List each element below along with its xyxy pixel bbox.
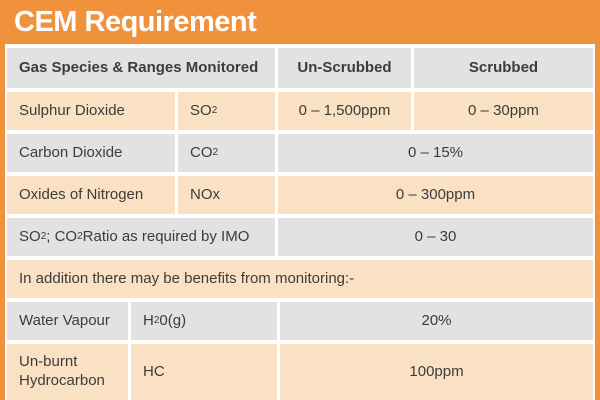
- cell-species-name: Sulphur Dioxide: [7, 92, 175, 130]
- formula-rest: 0(g): [159, 311, 187, 329]
- table-row-carbon-dioxide: Carbon Dioxide CO 2 0 – 15%: [7, 134, 593, 172]
- page-title: CEM Requirement: [14, 5, 257, 38]
- cell-scrubbed-range: 0 – 30ppm: [414, 92, 593, 130]
- cell-species-name: Water Vapour: [7, 302, 128, 340]
- ratio-label-part: Ratio as required by IMO: [82, 227, 250, 245]
- cell-merged-range: 0 – 30: [278, 218, 593, 256]
- formula-subscript: 2: [211, 105, 218, 116]
- ratio-label-subscript: 2: [40, 231, 47, 242]
- formula-base: SO: [190, 101, 212, 119]
- cell-merged-range: 100ppm: [280, 344, 593, 400]
- cem-table: Gas Species & Ranges Monitored Un-Scrubb…: [5, 44, 595, 400]
- table-row-note: In addition there may be benefits from m…: [7, 260, 593, 298]
- table-header-row: Gas Species & Ranges Monitored Un-Scrubb…: [7, 48, 593, 88]
- table-row-unburnt-hydrocarbon: Un-burnt Hydrocarbon HC 100ppm: [7, 344, 593, 400]
- table-row-oxides-of-nitrogen: Oxides of Nitrogen NOx 0 – 300ppm: [7, 176, 593, 214]
- formula-base: H: [143, 311, 154, 329]
- cell-ratio-label: SO 2; CO 2 Ratio as required by IMO: [7, 218, 275, 256]
- header-gas-species: Gas Species & Ranges Monitored: [7, 48, 275, 88]
- table-row-so2-co2-ratio: SO 2; CO 2 Ratio as required by IMO 0 – 30: [7, 218, 593, 256]
- cell-formula: SO 2: [178, 92, 275, 130]
- formula-subscript: 2: [153, 315, 160, 326]
- table-row-sulphur-dioxide: Sulphur Dioxide SO 2 0 – 1,500ppm 0 – 30p…: [7, 92, 593, 130]
- cell-formula: CO 2: [178, 134, 275, 172]
- ratio-label-part: ; CO: [46, 227, 78, 245]
- cell-note-text: In addition there may be benefits from m…: [7, 260, 593, 298]
- ratio-label-subscript: 2: [77, 231, 83, 242]
- cell-unscrubbed-range: 0 – 1,500ppm: [278, 92, 411, 130]
- header-unscrubbed: Un-Scrubbed: [278, 48, 411, 88]
- cell-species-name: Carbon Dioxide: [7, 134, 175, 172]
- title-band: CEM Requirement: [0, 0, 600, 44]
- cell-formula: NOx: [178, 176, 275, 214]
- cell-merged-range: 0 – 15%: [278, 134, 593, 172]
- cell-formula: H 2 0(g): [131, 302, 277, 340]
- formula-base: CO: [190, 143, 213, 161]
- cell-species-name: Oxides of Nitrogen: [7, 176, 175, 214]
- cell-species-name: Un-burnt Hydrocarbon: [7, 344, 128, 400]
- ratio-label-part: SO: [19, 227, 41, 245]
- header-scrubbed: Scrubbed: [414, 48, 593, 88]
- cell-merged-range: 0 – 300ppm: [278, 176, 593, 214]
- cell-merged-range: 20%: [280, 302, 593, 340]
- cell-formula: HC: [131, 344, 277, 400]
- formula-subscript: 2: [212, 147, 219, 158]
- table-row-water-vapour: Water Vapour H 2 0(g) 20%: [7, 302, 593, 340]
